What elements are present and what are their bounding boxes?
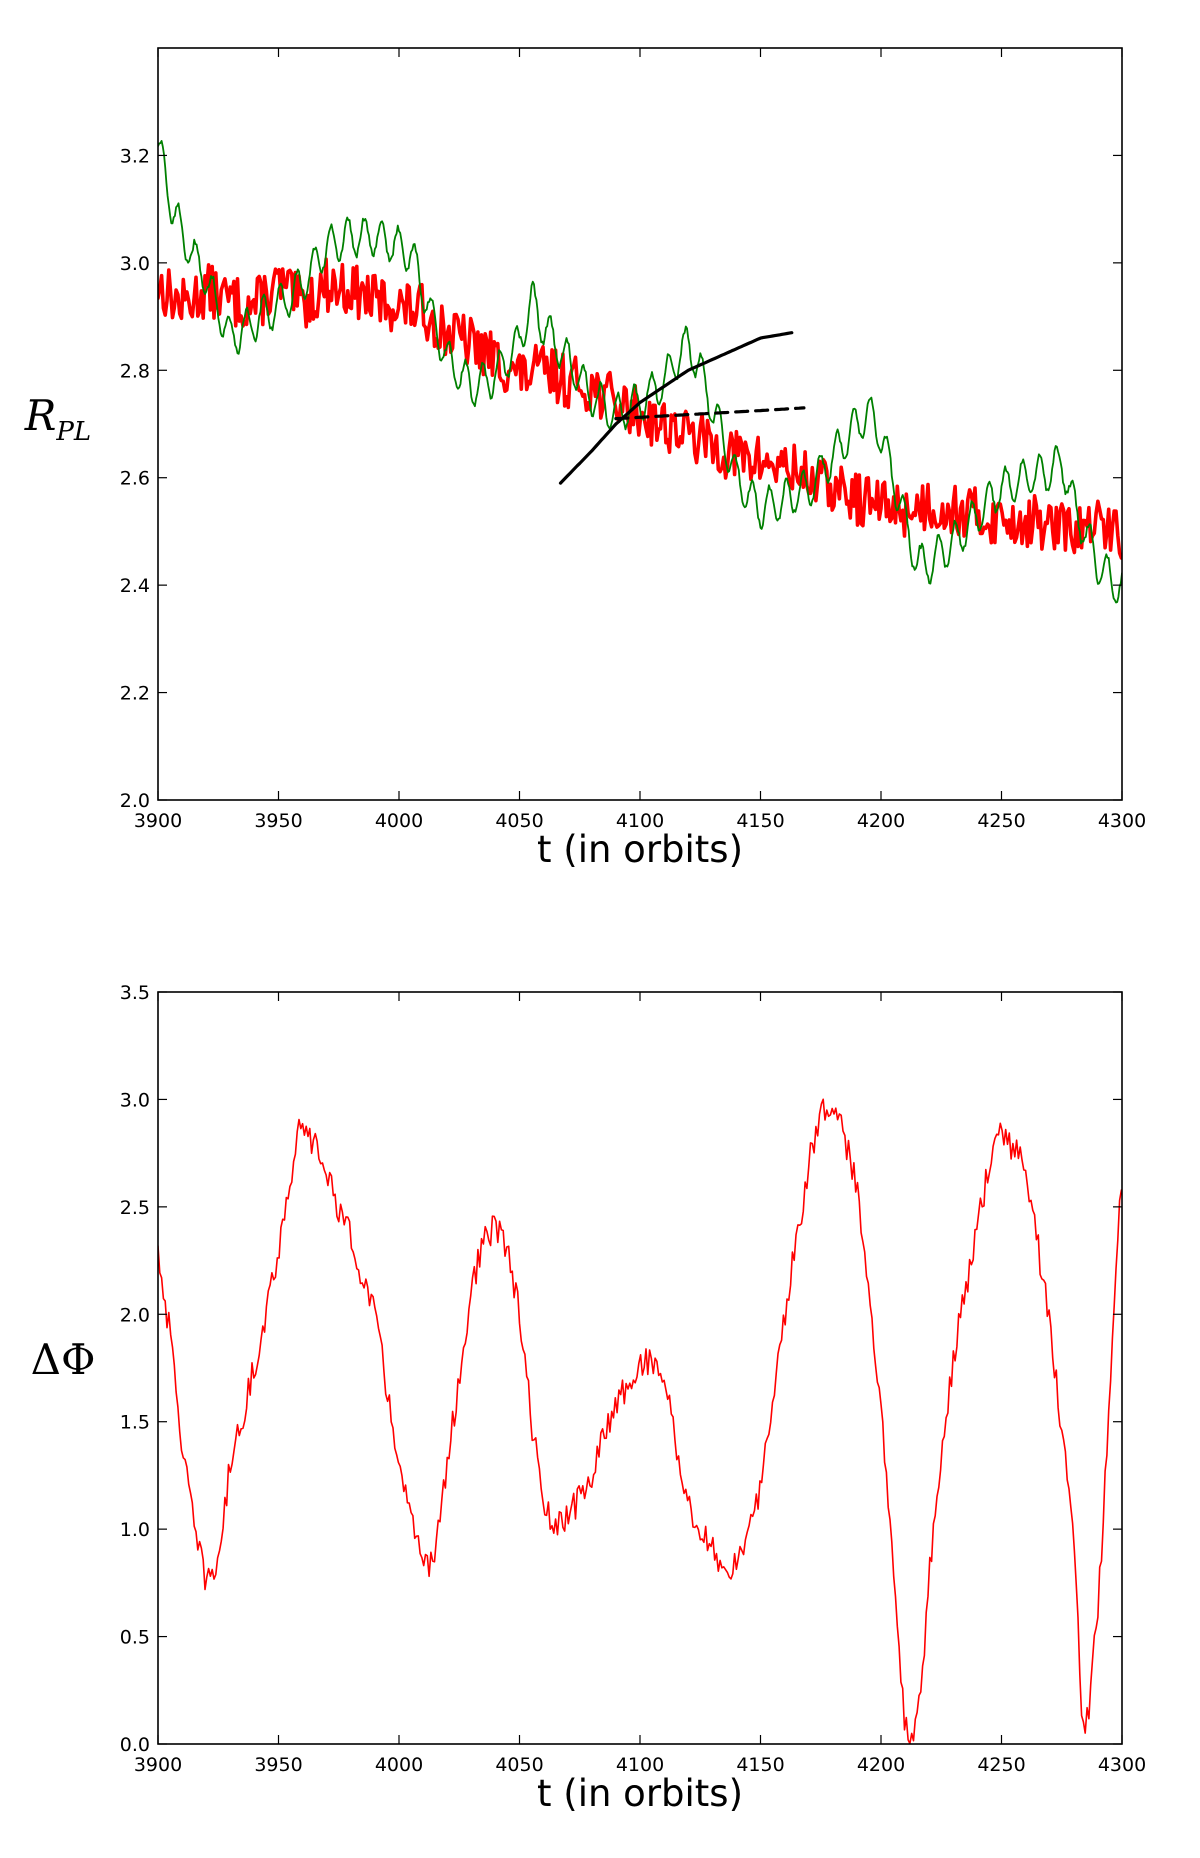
chart-delta-phi-y-tick-label: 1.0 xyxy=(120,1519,150,1541)
chart-r-pl: 3900 3950 4000 4050 4100 4150 4200 4250 4300 2.0 2… xyxy=(24,47,1146,871)
chart-r-pl-ticks: 3900 3950 4000 4050 4100 4150 4200 4250 4300 2.0 2… xyxy=(120,48,1146,832)
chart-delta-phi-x-tick-label: 3950 xyxy=(254,1754,302,1776)
chart-delta-phi: 3900 3950 4000 4050 4100 4150 4200 4250 4300 0.0 0… xyxy=(31,982,1147,1815)
chart-delta-phi-x-tick-label: 4100 xyxy=(616,1754,664,1776)
chart-delta-phi-x-tick-label: 4000 xyxy=(375,1754,423,1776)
chart-r-pl-x-tick-label: 4250 xyxy=(977,810,1025,832)
chart-r-pl-x-axis-title: t (in orbits) xyxy=(537,828,743,871)
chart-r-pl-series-2-line xyxy=(558,331,794,485)
chart-delta-phi-x-tick-label: 4050 xyxy=(495,1754,543,1776)
chart-r-pl-series xyxy=(158,140,1122,604)
chart-delta-phi-series-0-line xyxy=(158,1098,1122,1744)
chart-r-pl-x-tick-label: 4200 xyxy=(857,810,905,832)
chart-delta-phi-y-tick-label: 3.5 xyxy=(120,982,150,1004)
chart-delta-phi-series xyxy=(158,1098,1122,1744)
chart-delta-phi-y-tick-label: 1.5 xyxy=(120,1412,150,1434)
chart-r-pl-series-0-line xyxy=(158,257,1122,560)
chart-r-pl-x-tick-label: 4100 xyxy=(616,810,664,832)
chart-r-pl-x-tick-label: 3950 xyxy=(254,810,302,832)
chart-delta-phi-y-axis-title: ΔΦ xyxy=(31,1335,96,1384)
chart-delta-phi-y-tick-label: 3.0 xyxy=(120,1089,150,1111)
chart-r-pl-y-axis-title-main: R xyxy=(24,391,57,440)
chart-delta-phi-x-tick-label: 4200 xyxy=(857,1754,905,1776)
chart-r-pl-x-tick-label: 3900 xyxy=(134,810,182,832)
chart-r-pl-y-tick-label: 3.0 xyxy=(120,253,150,275)
chart-r-pl-y-axis-title: RPL xyxy=(24,391,91,447)
chart-delta-phi-x-tick-label: 4250 xyxy=(977,1754,1025,1776)
chart-r-pl-y-tick-label: 2.2 xyxy=(120,683,150,705)
chart-delta-phi-x-axis-title: t (in orbits) xyxy=(537,1772,743,1815)
chart-delta-phi-ticks: 3900 3950 4000 4050 4100 4150 4200 4250 4300 0.0 0… xyxy=(120,982,1146,1776)
chart-r-pl-y-tick-label: 2.0 xyxy=(120,790,150,812)
chart-delta-phi-x-tick-label: 4300 xyxy=(1098,1754,1146,1776)
chart-r-pl-series-3-line xyxy=(614,406,806,421)
chart-r-pl-y-axis-title-sub: PL xyxy=(55,417,91,447)
chart-r-pl-y-tick-label: 2.8 xyxy=(120,360,150,382)
chart-r-pl-y-tick-label: 2.6 xyxy=(120,468,150,490)
chart-r-pl-y-tick-label: 2.4 xyxy=(120,575,150,597)
chart-delta-phi-x-tick-label: 3900 xyxy=(134,1754,182,1776)
chart-r-pl-y-tick-label: 3.2 xyxy=(120,145,150,167)
chart-delta-phi-y-tick-label: 2.5 xyxy=(120,1197,150,1219)
chart-r-pl-x-tick-label: 4050 xyxy=(495,810,543,832)
chart-r-pl-series-1-line xyxy=(158,140,1122,604)
chart-r-pl-x-tick-label: 4300 xyxy=(1098,810,1146,832)
chart-r-pl-x-tick-label: 4000 xyxy=(375,810,423,832)
chart-delta-phi-y-tick-label: 0.5 xyxy=(120,1627,150,1649)
chart-delta-phi-x-tick-label: 4150 xyxy=(736,1754,784,1776)
chart-r-pl-x-tick-label: 4150 xyxy=(736,810,784,832)
chart-delta-phi-y-tick-label: 0.0 xyxy=(120,1734,150,1756)
chart-delta-phi-y-tick-label: 2.0 xyxy=(120,1304,150,1326)
